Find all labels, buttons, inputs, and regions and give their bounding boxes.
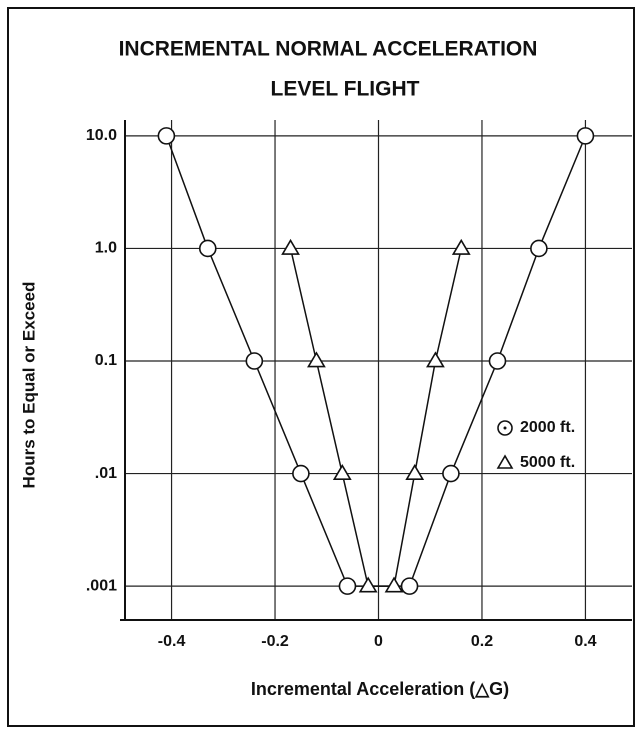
y-axis-label: Hours to Equal or Exceed <box>19 282 38 489</box>
triangle-marker <box>281 238 300 255</box>
circle-marker <box>157 127 176 145</box>
x-tick-label: -0.2 <box>261 633 289 650</box>
triangle-marker <box>384 576 404 593</box>
y-tick-label: 10.0 <box>86 127 117 144</box>
series-line <box>289 248 463 587</box>
triangle-marker <box>358 576 378 593</box>
circle-marker <box>530 239 548 258</box>
circle-marker <box>442 464 460 483</box>
legend-label: 5000 ft. <box>520 454 575 471</box>
legend-marker-dot <box>503 426 507 430</box>
triangle-marker <box>332 463 352 480</box>
y-tick-label: 0.1 <box>95 352 117 369</box>
x-tick-label: -0.4 <box>158 633 186 650</box>
circle-marker <box>400 577 419 595</box>
y-tick-label: .01 <box>95 465 117 482</box>
triangle-marker <box>426 351 445 368</box>
circle-marker <box>245 352 264 370</box>
legend-marker <box>496 454 514 469</box>
triangle-marker <box>451 238 471 255</box>
circle-marker <box>338 577 357 595</box>
y-tick-label: 1.0 <box>95 240 117 257</box>
circle-marker <box>198 239 217 258</box>
x-tick-label: 0.2 <box>471 633 493 650</box>
triangle-marker <box>307 351 326 368</box>
circle-marker <box>488 352 507 370</box>
x-tick-label: 0 <box>374 633 383 650</box>
triangle-marker <box>405 463 425 480</box>
circle-marker <box>576 127 595 145</box>
circle-marker <box>292 464 310 483</box>
chart-title: LEVEL FLIGHT <box>271 78 420 101</box>
chart-title: INCREMENTAL NORMAL ACCELERATION <box>119 38 538 61</box>
y-tick-label: .001 <box>86 577 117 594</box>
x-tick-label: 0.4 <box>574 633 596 650</box>
legend-label: 2000 ft. <box>520 419 575 436</box>
x-axis-label: Incremental Acceleration (△G) <box>251 679 509 699</box>
